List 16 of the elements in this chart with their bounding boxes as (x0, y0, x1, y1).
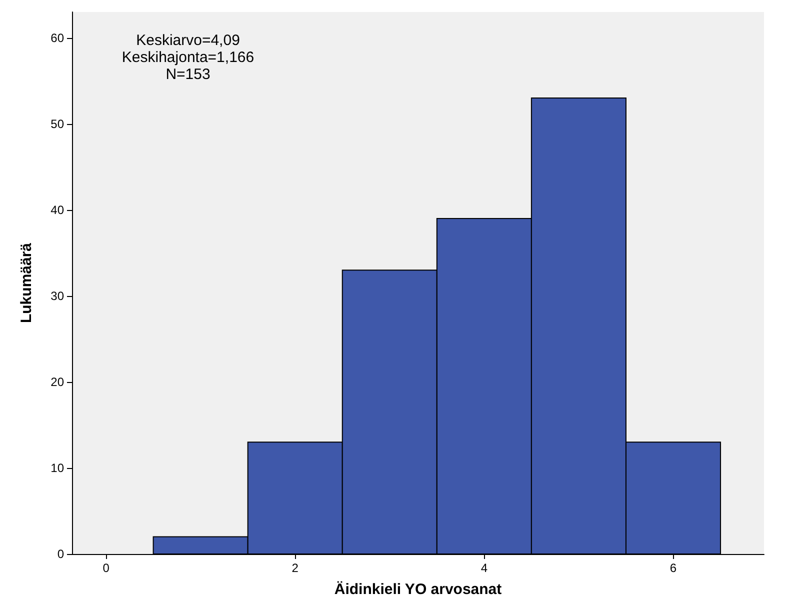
x-tick-label: 2 (292, 561, 299, 575)
x-tick-label: 6 (670, 561, 677, 575)
y-tick-label: 10 (50, 460, 64, 475)
annotation: Keskiarvo=4,09 (136, 32, 240, 49)
y-tick-label: 20 (50, 374, 64, 389)
x-axis-title: Äidinkieli YO arvosanat (334, 581, 502, 598)
x-tick-label: 4 (480, 561, 488, 575)
y-tick-label: 30 (50, 288, 64, 303)
y-tick-label: 0 (57, 547, 64, 561)
y-tick-label: 60 (50, 30, 64, 45)
y-tick-label: 50 (50, 116, 64, 131)
x-tick-label: 0 (102, 561, 110, 575)
annotation: Keskihajonta=1,166 (122, 49, 254, 66)
y-axis-title: Lukumäärä (18, 242, 35, 324)
y-tick-label: 40 (50, 202, 64, 217)
annotation: N=153 (166, 66, 210, 83)
